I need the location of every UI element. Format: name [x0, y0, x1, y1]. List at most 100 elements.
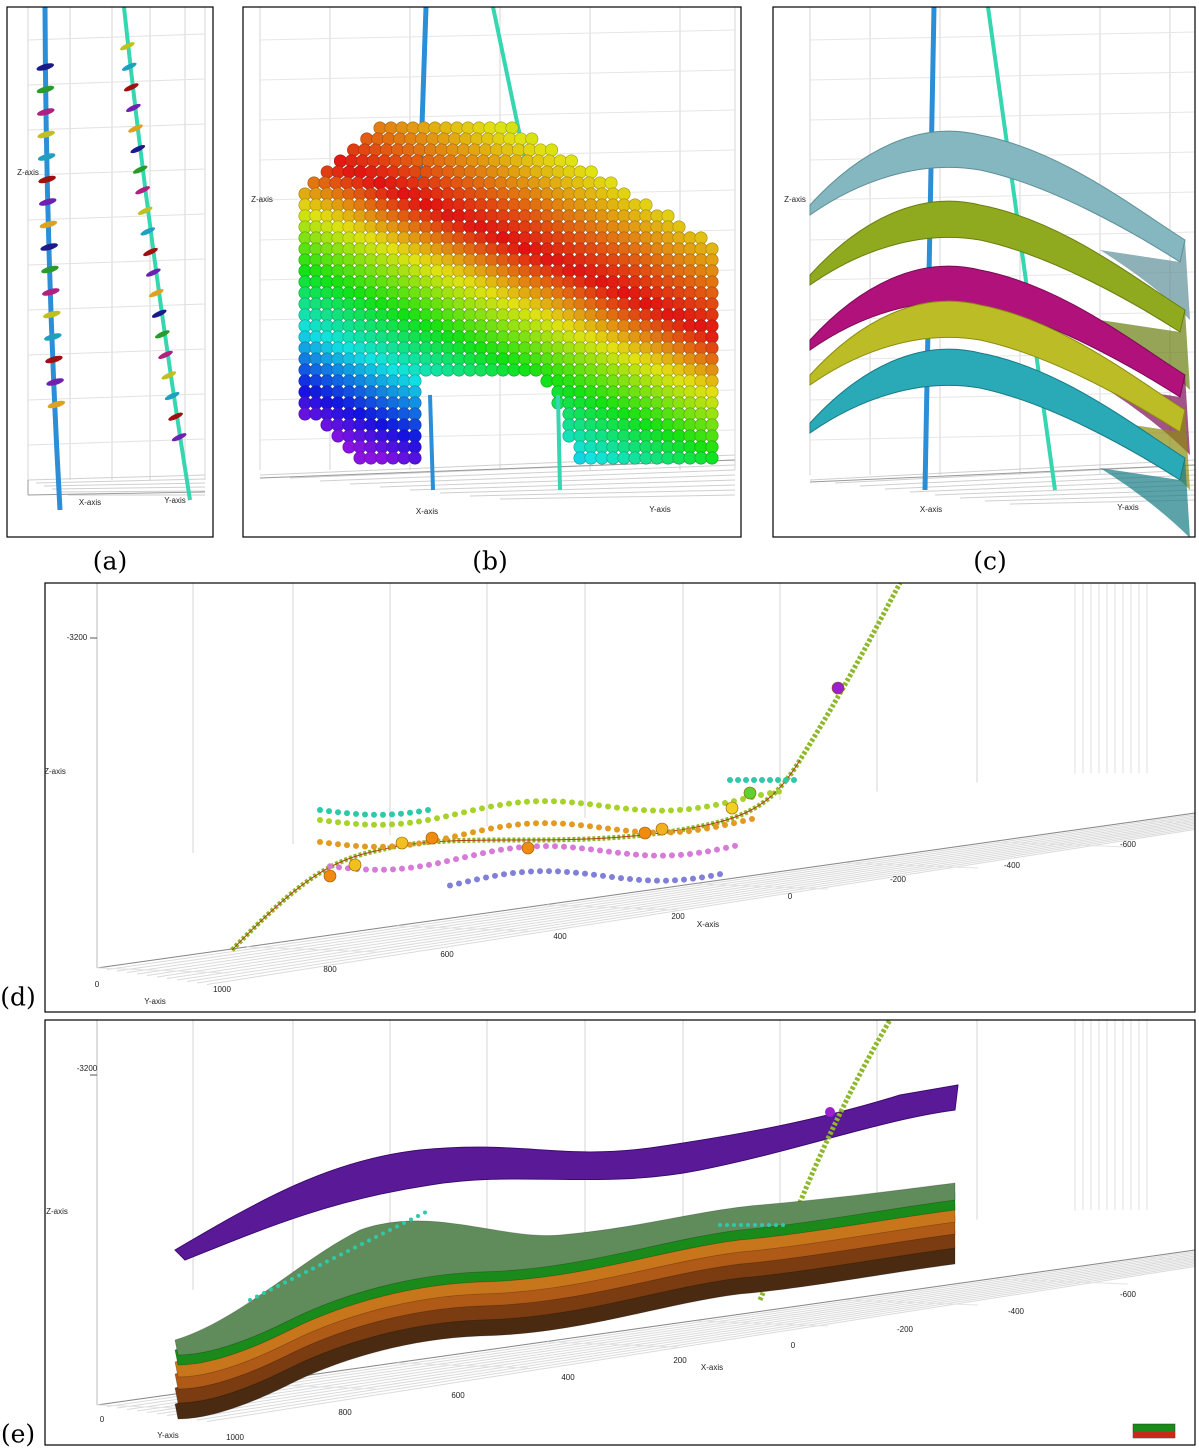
sphere	[584, 363, 598, 377]
sphere	[353, 429, 367, 443]
sphere	[553, 154, 567, 168]
sphere	[562, 341, 576, 355]
marker-point	[380, 821, 386, 828]
sphere	[694, 308, 708, 322]
sphere	[683, 418, 697, 432]
sphere	[413, 143, 427, 157]
sphere	[672, 264, 686, 278]
sphere	[298, 308, 312, 322]
marker-point	[372, 866, 378, 873]
sphere	[573, 418, 587, 432]
grid-line	[809, 459, 1195, 481]
sphere	[617, 253, 631, 267]
axis-label: Y-axis	[157, 1431, 179, 1440]
sphere	[606, 297, 620, 311]
marker-point	[402, 1221, 406, 1225]
sphere	[573, 242, 587, 256]
marker-point	[371, 821, 377, 828]
sphere	[573, 231, 587, 245]
sphere	[419, 198, 433, 212]
sphere	[320, 396, 334, 410]
sphere	[309, 341, 323, 355]
sphere	[428, 121, 442, 135]
sphere	[386, 330, 400, 344]
marker-point	[695, 804, 701, 811]
marker-point	[407, 819, 413, 826]
tick-label: -400	[1008, 1307, 1025, 1316]
marker-point	[672, 877, 678, 884]
sphere	[430, 308, 444, 322]
marker-point	[740, 818, 746, 825]
marker-point	[578, 822, 584, 829]
orientation-disk	[164, 391, 180, 401]
sphere	[364, 440, 378, 454]
sphere	[520, 154, 534, 168]
sphere	[353, 352, 367, 366]
orientation-disk	[36, 85, 55, 94]
sphere	[551, 275, 565, 289]
orientation-disk	[132, 165, 148, 174]
marker-point	[416, 808, 422, 815]
sphere	[705, 330, 719, 344]
sphere	[320, 341, 334, 355]
panel-label: (c)	[973, 547, 1007, 576]
sphere	[650, 231, 664, 245]
marker-point	[687, 850, 693, 857]
orientation-disk	[43, 310, 61, 319]
marker-point	[731, 820, 737, 827]
sphere	[661, 396, 675, 410]
sphere	[309, 187, 323, 201]
marker-point	[614, 804, 620, 811]
marker-point	[677, 828, 683, 835]
sphere	[309, 352, 323, 366]
sphere	[298, 297, 312, 311]
sphere	[417, 121, 431, 135]
marker-point	[390, 866, 396, 873]
marker-point	[543, 843, 549, 850]
sphere	[428, 176, 442, 190]
sphere	[584, 253, 598, 267]
sphere	[639, 440, 653, 454]
marker-point	[339, 1252, 343, 1257]
marker-point	[686, 828, 692, 835]
sphere	[408, 407, 422, 421]
sphere	[386, 275, 400, 289]
marker-point	[395, 1224, 399, 1229]
marker-point	[760, 1223, 764, 1227]
sphere	[529, 209, 543, 223]
sphere	[309, 286, 323, 300]
marker-point	[740, 796, 746, 803]
sphere	[298, 396, 312, 410]
marker-point	[588, 846, 594, 853]
marker-point	[555, 868, 561, 875]
sphere	[595, 242, 609, 256]
sphere	[419, 220, 433, 234]
sphere	[617, 297, 631, 311]
sphere	[386, 429, 400, 443]
sphere	[474, 341, 488, 355]
sphere	[639, 341, 653, 355]
grid-line	[27, 123, 206, 131]
marker-point	[704, 825, 710, 832]
sphere	[397, 385, 411, 399]
sphere	[397, 352, 411, 366]
sphere	[340, 176, 354, 190]
surface	[1100, 240, 1190, 320]
grid-line	[27, 168, 206, 176]
axis-label: Y-axis	[649, 505, 671, 514]
sphere	[408, 341, 422, 355]
marker-point	[325, 1259, 329, 1264]
sphere	[595, 286, 609, 300]
sphere	[551, 264, 565, 278]
panel-label: (b)	[472, 547, 508, 576]
sphere	[606, 242, 620, 256]
sphere	[518, 264, 532, 278]
horizon-point	[655, 822, 669, 836]
sphere	[551, 297, 565, 311]
marker-point	[353, 1245, 357, 1250]
sphere	[584, 275, 598, 289]
tick-label: 600	[451, 1391, 465, 1400]
sphere	[364, 407, 378, 421]
marker-point	[380, 843, 386, 850]
marker-point	[528, 868, 534, 875]
